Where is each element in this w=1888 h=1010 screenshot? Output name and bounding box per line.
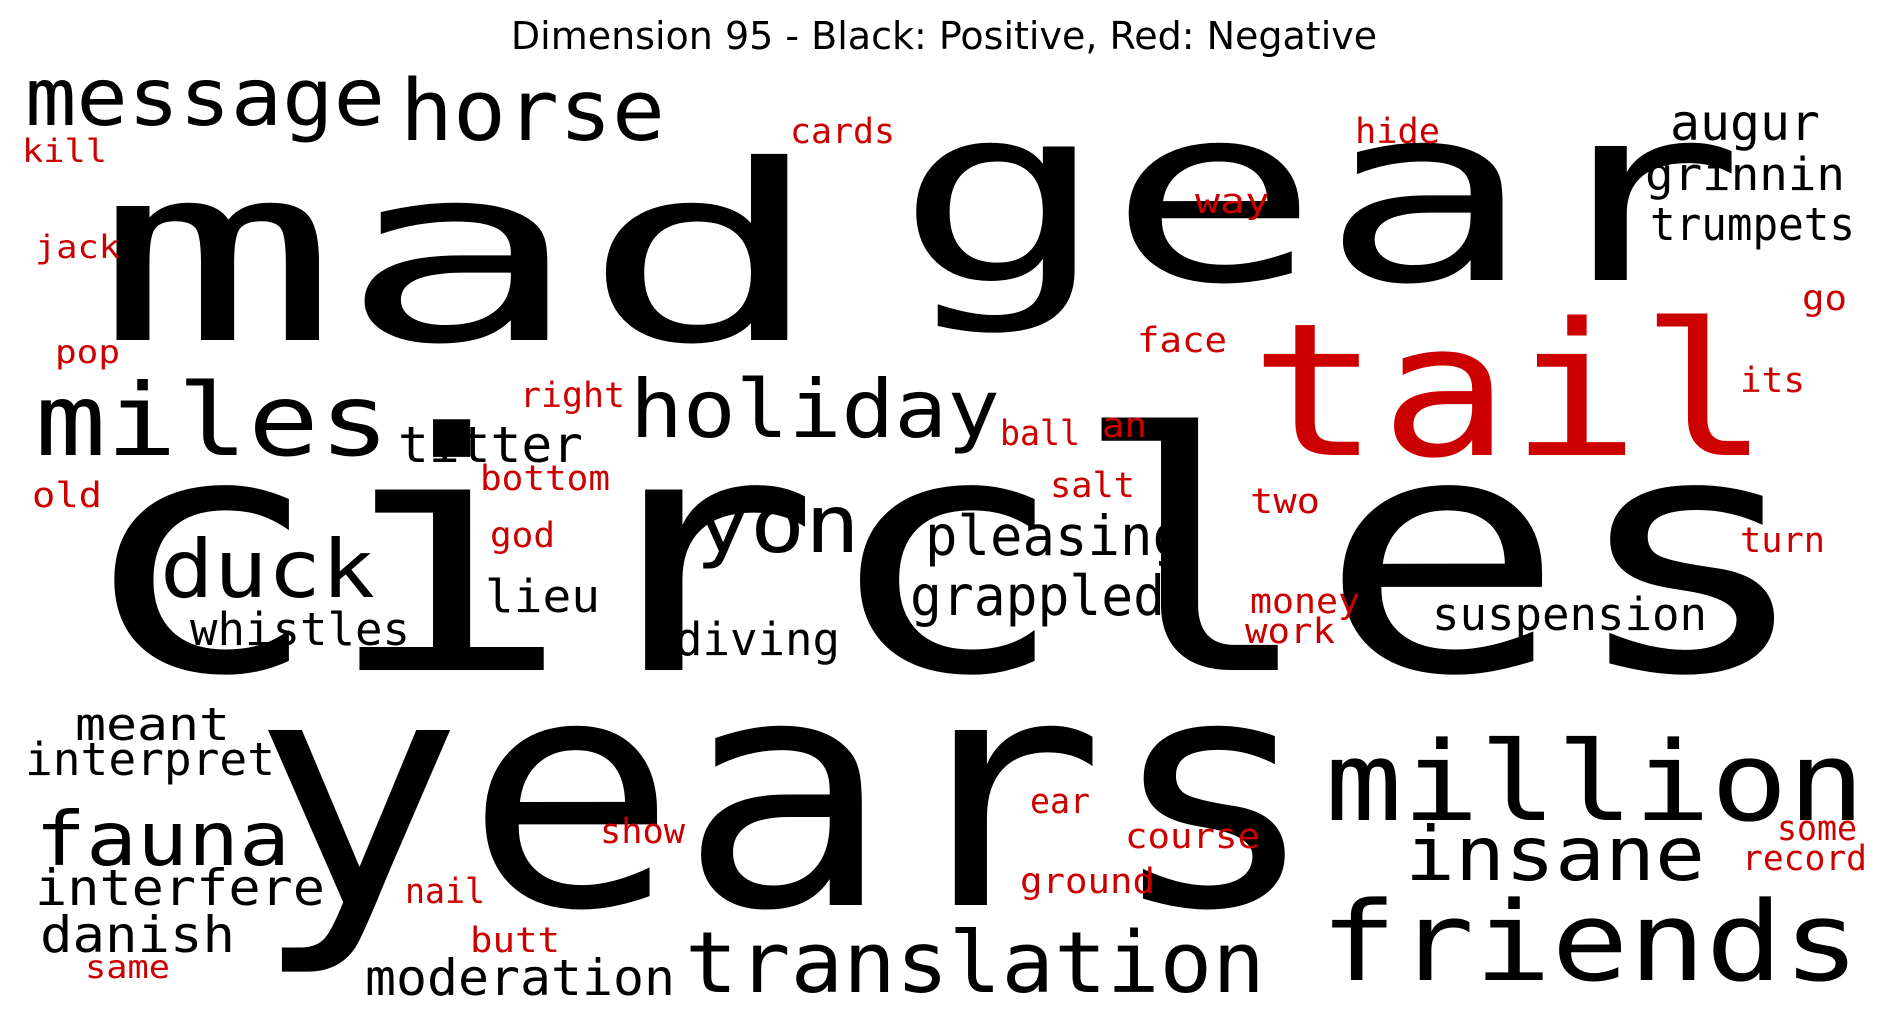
word-translation: translation — [685, 914, 1265, 1010]
page-title: Dimension 95 - Black: Positive, Red: Neg… — [510, 14, 1378, 58]
word-record: record — [1742, 839, 1867, 879]
word-fauna: fauna — [35, 795, 290, 883]
word-moderation: moderation — [365, 949, 675, 1007]
word-way: way — [1195, 182, 1270, 222]
word-go: go — [1802, 279, 1847, 319]
word-pop: pop — [55, 333, 120, 371]
word-its: its — [1740, 361, 1805, 401]
word-god: god — [490, 516, 555, 556]
word-hide: hide — [1355, 112, 1440, 152]
word-turn: turn — [1740, 521, 1825, 561]
word-mad: mad — [95, 113, 825, 398]
word-circles: circles — [75, 364, 1815, 748]
word-titter: titter — [398, 416, 583, 474]
word-interfere: interfere — [35, 859, 325, 917]
word-show: show — [600, 812, 686, 852]
word-interpret: interpret — [25, 733, 275, 786]
word-friends: friends — [1320, 878, 1860, 1006]
word-lieu: lieu — [485, 570, 600, 623]
word-miles: miles — [35, 362, 390, 479]
word-butt: butt — [470, 921, 560, 961]
word-some: some — [1777, 809, 1857, 849]
word-kill: kill — [22, 132, 107, 170]
word-right: right — [520, 376, 625, 416]
word-salt: salt — [1050, 466, 1135, 506]
word-bottom: bottom — [480, 459, 610, 499]
word-tail: tail — [1250, 283, 1770, 499]
word-work: work — [1245, 612, 1335, 652]
word-years: years — [250, 609, 1320, 981]
word-whistles: whistles — [190, 603, 410, 656]
word-yon: yon — [695, 478, 860, 571]
word-holiday: holiday — [630, 363, 1000, 456]
word-horse: horse — [400, 62, 665, 161]
word-message: message — [25, 51, 385, 144]
word-danish: danish — [40, 906, 235, 964]
word-grappled: grappled — [910, 564, 1165, 628]
word-ground: ground — [1020, 862, 1155, 902]
word-nail: nail — [405, 872, 485, 912]
word-jack: jack — [35, 228, 120, 266]
word-diving: diving — [675, 613, 840, 666]
word-course: course — [1125, 817, 1260, 857]
word-augur: augur — [1670, 94, 1820, 152]
word-gear: gear — [895, 53, 1745, 338]
word-meant: meant — [75, 698, 230, 751]
word-cards: cards — [790, 112, 895, 152]
word-two: two — [1250, 482, 1320, 522]
word-ear: ear — [1030, 782, 1090, 822]
word-same: same — [85, 948, 170, 986]
word-grinnin: grinnin — [1645, 148, 1845, 201]
word-money: money — [1250, 582, 1360, 622]
word-trumpets: trumpets — [1650, 198, 1855, 251]
word-million: million — [1325, 718, 1865, 846]
word-duck: duck — [160, 523, 375, 616]
word-old: old — [32, 476, 102, 516]
word-face: face — [1137, 321, 1227, 361]
word-an: an — [1102, 406, 1147, 446]
word-suspension: suspension — [1432, 588, 1707, 641]
word-ball: ball — [1000, 414, 1080, 454]
word-pleasing: pleasing — [925, 504, 1185, 568]
word-insane: insane — [1405, 810, 1705, 898]
